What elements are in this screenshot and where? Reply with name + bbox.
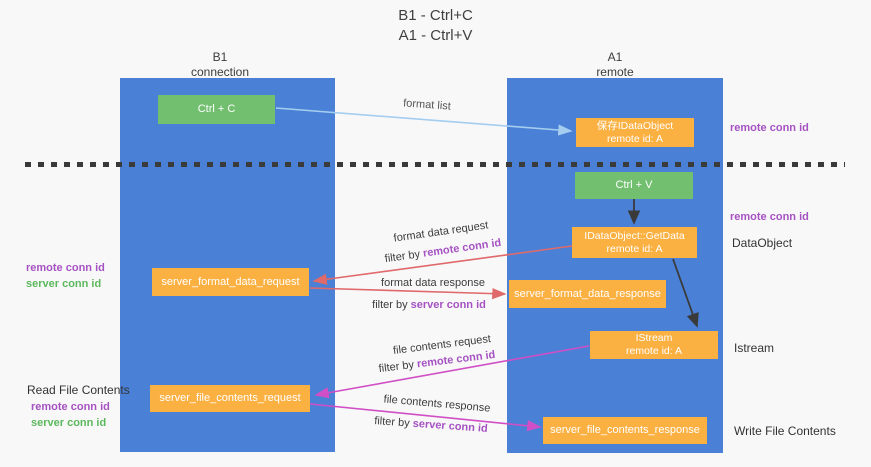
format-data-response-label: format data response bbox=[381, 277, 485, 289]
diagram-title: B1 - Ctrl+C A1 - Ctrl+V bbox=[0, 6, 871, 46]
left-remote-conn-id-label-2: remote conn id bbox=[31, 401, 110, 413]
format-data-response-filter-label: filter by server conn id bbox=[372, 299, 486, 311]
right-remote-conn-id-label-2: remote conn id bbox=[730, 211, 809, 223]
lifeline-header-a1: A1 remote bbox=[515, 50, 715, 80]
server-format-data-request-box: server_format_data_request bbox=[152, 268, 309, 296]
format-list-arrow bbox=[275, 107, 573, 136]
left-remote-conn-id-label-1: remote conn id bbox=[26, 262, 105, 274]
ctrl-v-box: Ctrl + V bbox=[575, 172, 693, 199]
server-format-data-response-label: server_format_data_response bbox=[514, 287, 661, 300]
filter-by-text-2: filter by bbox=[372, 299, 411, 311]
left-server-conn-id-label-2: server conn id bbox=[31, 417, 107, 429]
server-format-data-request-label: server_format_data_request bbox=[161, 275, 300, 288]
getdata-box: IDataObject::GetData remote id: A bbox=[572, 227, 697, 258]
ctrl-c-box: Ctrl + C bbox=[158, 95, 275, 124]
lifeline-b1-role: connection bbox=[190, 65, 250, 79]
file-contents-request-arrow bbox=[314, 345, 590, 399]
istream-side-label: Istream bbox=[734, 341, 775, 355]
istream-box: IStream remote id: A bbox=[590, 331, 718, 359]
lifeline-b1-name: B1 bbox=[212, 50, 228, 64]
server-file-contents-request-label: server_file_contents_request bbox=[159, 392, 301, 404]
filter-key-server-conn-id-1: server conn id bbox=[410, 299, 486, 311]
save-dataobject-line2: remote id: A bbox=[606, 132, 664, 145]
ctrl-c-label: Ctrl + C bbox=[197, 103, 236, 115]
ctrl-v-label: Ctrl + V bbox=[615, 179, 653, 191]
lifeline-header-b1: B1 connection bbox=[120, 50, 320, 80]
title-line-2: A1 - Ctrl+V bbox=[398, 27, 473, 44]
getdata-line1: IDataObject::GetData bbox=[584, 229, 685, 242]
save-dataobject-box: 保存IDataObject remote id: A bbox=[576, 118, 694, 147]
server-file-contents-request-box: server_file_contents_request bbox=[150, 385, 310, 412]
read-file-contents-label: Read File Contents bbox=[27, 383, 130, 397]
server-file-contents-response-box: server_file_contents_response bbox=[543, 417, 707, 444]
server-file-contents-response-label: server_file_contents_response bbox=[550, 424, 700, 436]
getdata-line2: remote id: A bbox=[606, 242, 663, 255]
istream-line2: remote id: A bbox=[625, 345, 683, 357]
server-format-data-response-box: server_format_data_response bbox=[509, 280, 666, 308]
istream-line1: IStream bbox=[635, 332, 673, 344]
left-server-conn-id-label-1: server conn id bbox=[26, 278, 102, 290]
format-data-request-arrow bbox=[312, 245, 573, 285]
format-data-response-arrow bbox=[309, 287, 507, 300]
write-file-contents-label: Write File Contents bbox=[734, 424, 836, 438]
lifeline-a1-name: A1 bbox=[607, 50, 623, 64]
getdata-to-istream-arrow bbox=[672, 258, 699, 328]
right-remote-conn-id-label-1: remote conn id bbox=[730, 122, 809, 134]
dataobject-label: DataObject bbox=[732, 236, 793, 250]
dashed-divider bbox=[25, 162, 845, 167]
file-contents-response-arrow bbox=[309, 403, 542, 432]
save-dataobject-line1: 保存IDataObject bbox=[596, 119, 674, 132]
lifeline-a1-role: remote bbox=[596, 65, 634, 79]
title-line-1: B1 - Ctrl+C bbox=[398, 7, 473, 24]
